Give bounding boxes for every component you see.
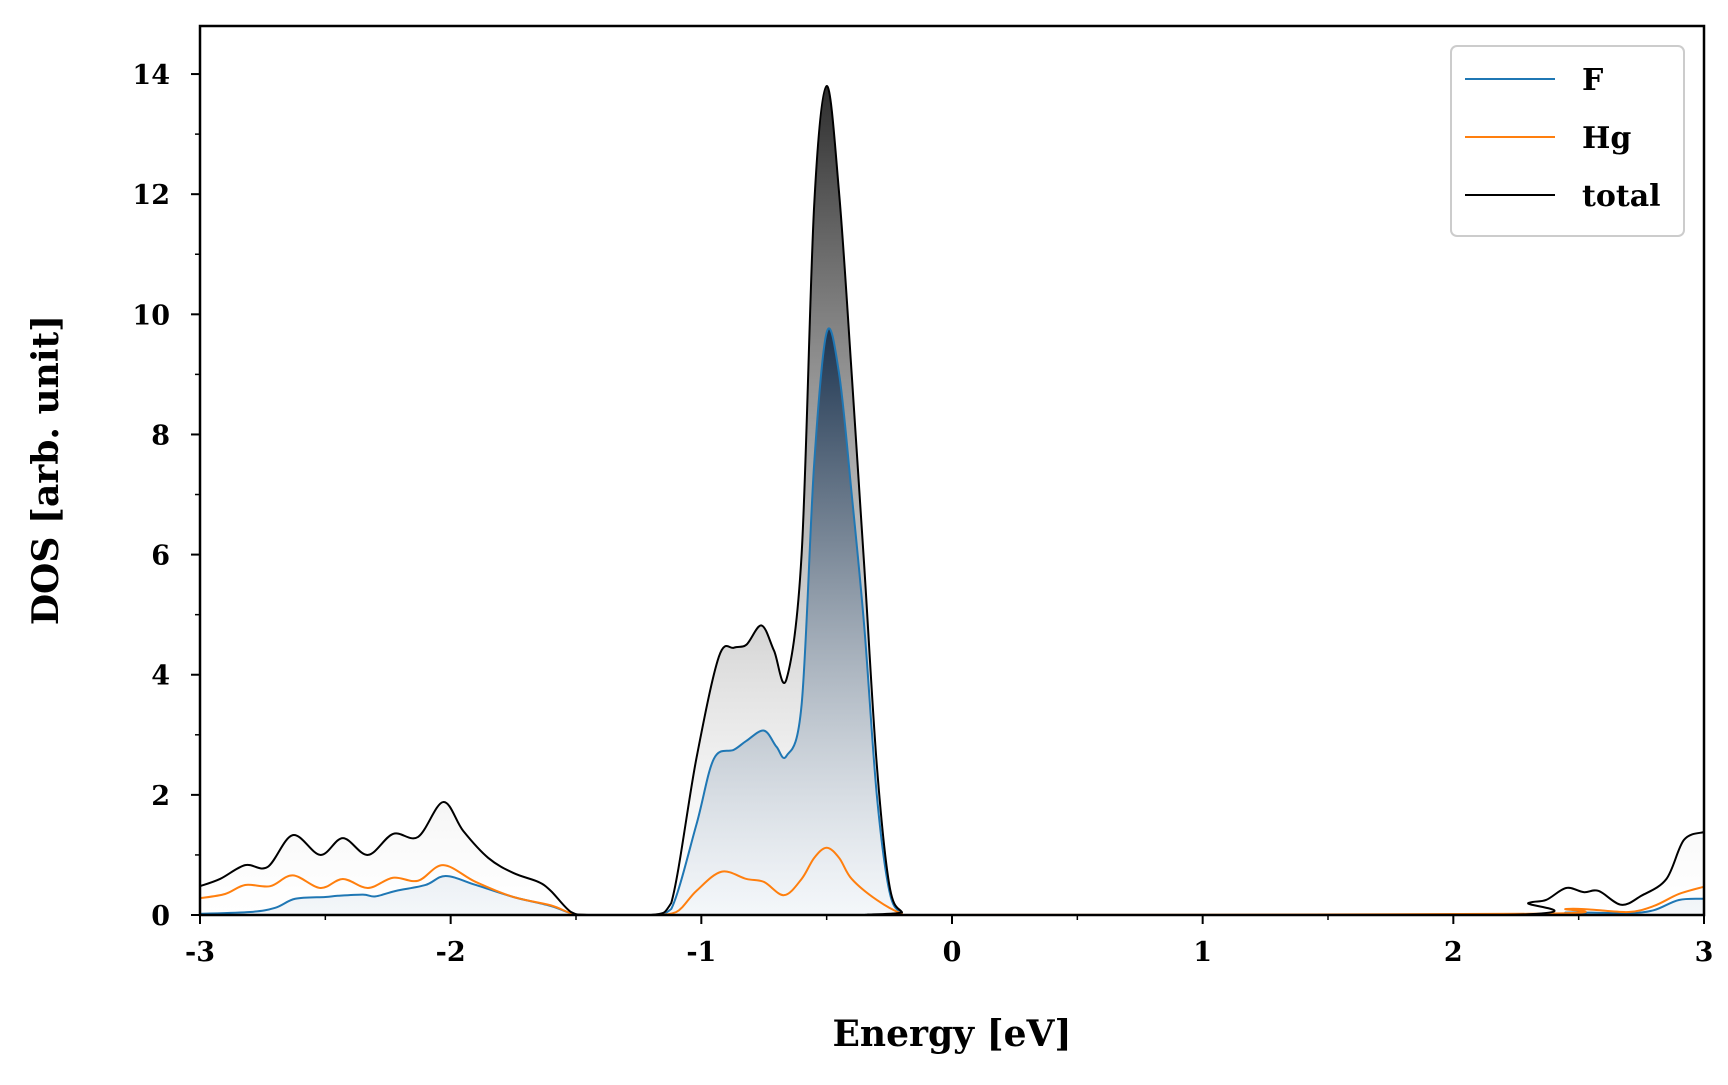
y-tick-label: 12: [132, 180, 170, 211]
y-axis-label: DOS [arb. unit]: [25, 315, 67, 625]
y-tick-label: 10: [132, 300, 170, 331]
x-tick-label: 3: [1695, 937, 1714, 968]
y-tick-label: 14: [132, 60, 170, 91]
legend-label-f: F: [1582, 63, 1603, 98]
x-tick-label: -3: [185, 937, 215, 968]
y-tick-label: 2: [151, 781, 170, 812]
series-line-f: [200, 327, 1704, 915]
x-tick-label: 2: [1444, 937, 1463, 968]
y-tick-label: 6: [151, 541, 170, 572]
x-tick-label: -2: [436, 937, 466, 968]
y-tick-label: 8: [151, 420, 170, 451]
y-tick-label: 0: [151, 901, 170, 932]
legend-label-total: total: [1582, 179, 1661, 214]
x-tick-label: 1: [1193, 937, 1212, 968]
legend: F Hg total: [1450, 45, 1685, 237]
series-line-total: [200, 85, 1704, 915]
y-tick-label: 4: [151, 661, 170, 692]
legend-box: [1450, 45, 1685, 237]
legend-label-hg: Hg: [1582, 121, 1631, 156]
x-tick-label: -1: [686, 937, 716, 968]
x-tick-label: 0: [943, 937, 962, 968]
x-axis-label: Energy [eV]: [832, 1013, 1071, 1055]
